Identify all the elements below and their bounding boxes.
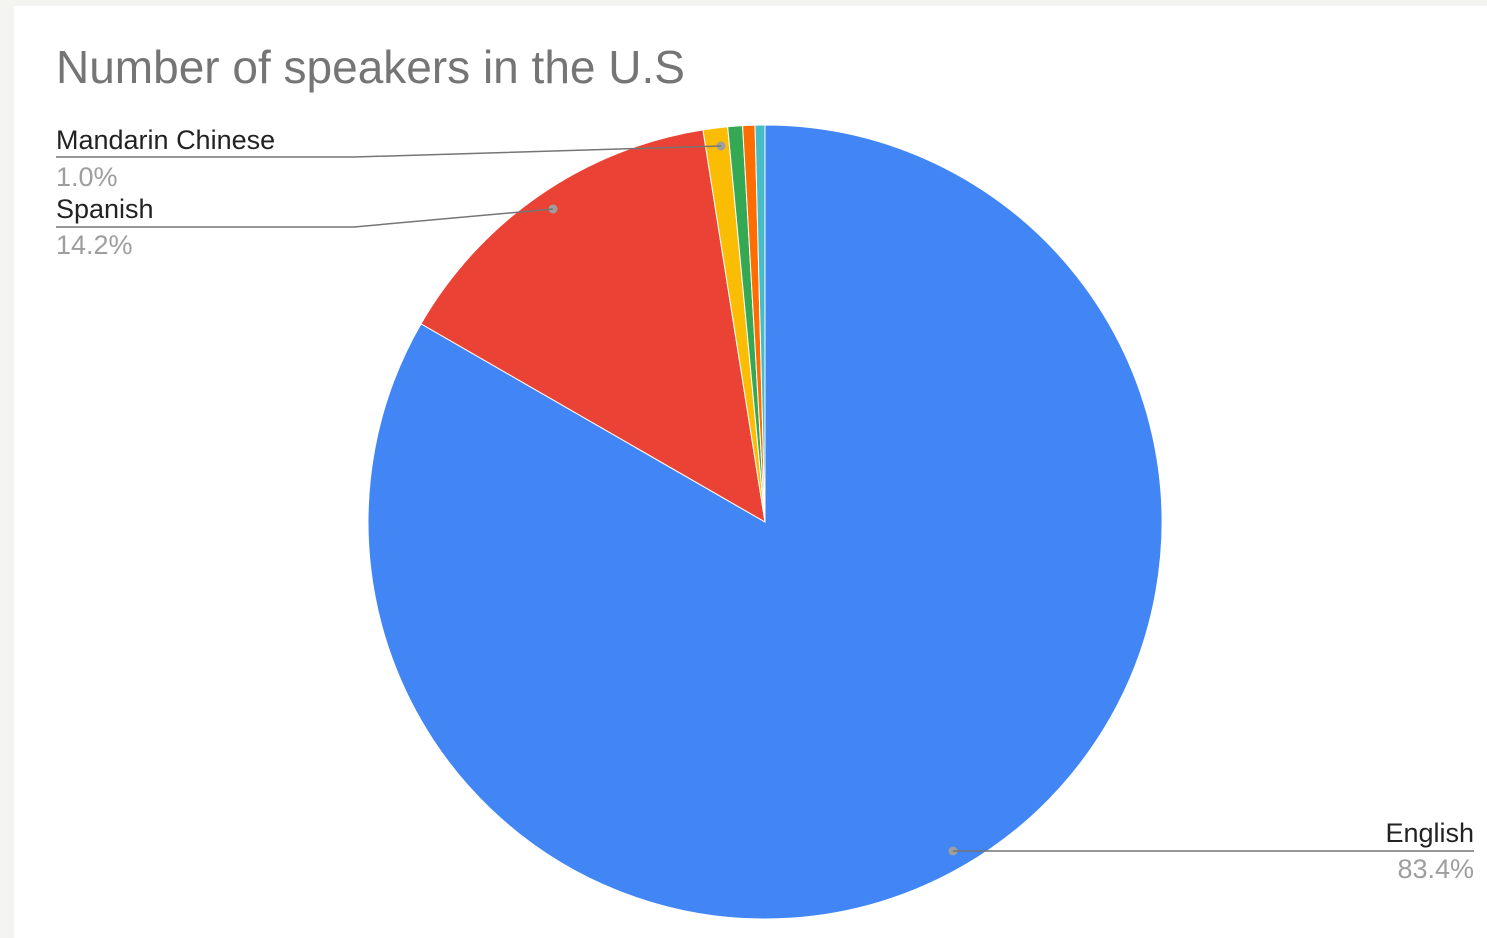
slice-label-spanish: Spanish (56, 194, 154, 224)
pie-slices (367, 124, 1163, 920)
slice-pct-spanish: 14.2% (56, 230, 133, 260)
pie-slice-other-5[interactable] (754, 124, 766, 523)
slice-pct-mandarin-chinese: 1.0% (56, 162, 118, 192)
pie-slice-spanish[interactable] (420, 129, 766, 523)
leader-line-mandarin-chinese (56, 145, 722, 158)
chart-title: Number of speakers in the U.S (56, 41, 685, 93)
leader-line-spanish (56, 208, 554, 228)
slice-labels: English 83.4% Spanish 14.2% Mandarin Chinese… (56, 125, 1474, 884)
chart-card: Number of speakers in the U.S English 83.… (14, 6, 1487, 938)
slice-label-english: English (1385, 818, 1474, 848)
slice-pct-english: 83.4% (1397, 854, 1474, 884)
pie-chart: Number of speakers in the U.S English 83.… (56, 41, 1474, 920)
slice-label-mandarin-chinese: Mandarin Chinese (56, 125, 275, 155)
